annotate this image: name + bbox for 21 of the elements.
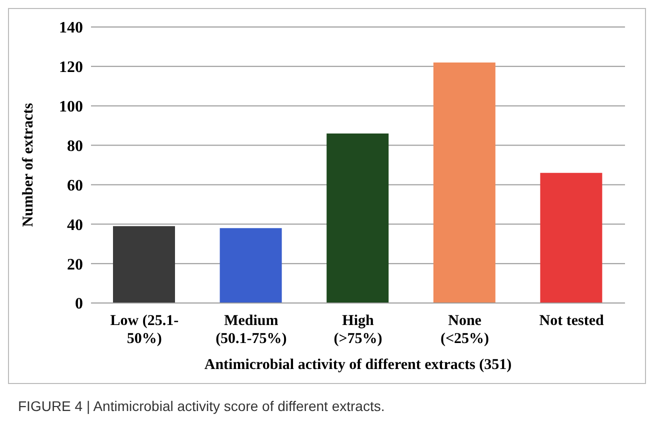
x-tick-label: Not tested bbox=[539, 313, 605, 329]
x-tick-label: None (<25%) bbox=[440, 313, 490, 347]
bar bbox=[113, 226, 175, 303]
y-axis-title: Number of extracts bbox=[20, 102, 36, 227]
x-tick-label: Low (25.1-50%) bbox=[110, 313, 179, 347]
y-tick-label: 120 bbox=[59, 59, 83, 76]
y-tick-label: 40 bbox=[67, 216, 83, 234]
y-tick-label: 60 bbox=[67, 177, 83, 194]
bar bbox=[540, 172, 602, 303]
bar bbox=[220, 228, 282, 303]
bar bbox=[433, 62, 496, 303]
x-tick-label: Medium (50.1-75%) bbox=[216, 313, 287, 347]
y-tick-label: 140 bbox=[59, 20, 83, 37]
x-tick-label: High (>75%) bbox=[334, 313, 382, 347]
y-tick-label: 0 bbox=[75, 296, 83, 313]
y-tick-label: 20 bbox=[67, 256, 83, 274]
bar bbox=[326, 133, 389, 303]
y-tick-label: 80 bbox=[67, 138, 83, 155]
x-axis-title: Antimicrobial activity of different extracts (351) bbox=[204, 357, 512, 373]
caption: FIGURE 4 | Antimicrobial activity score of different extracts. bbox=[17, 398, 386, 414]
y-tick-label: 100 bbox=[59, 98, 83, 116]
